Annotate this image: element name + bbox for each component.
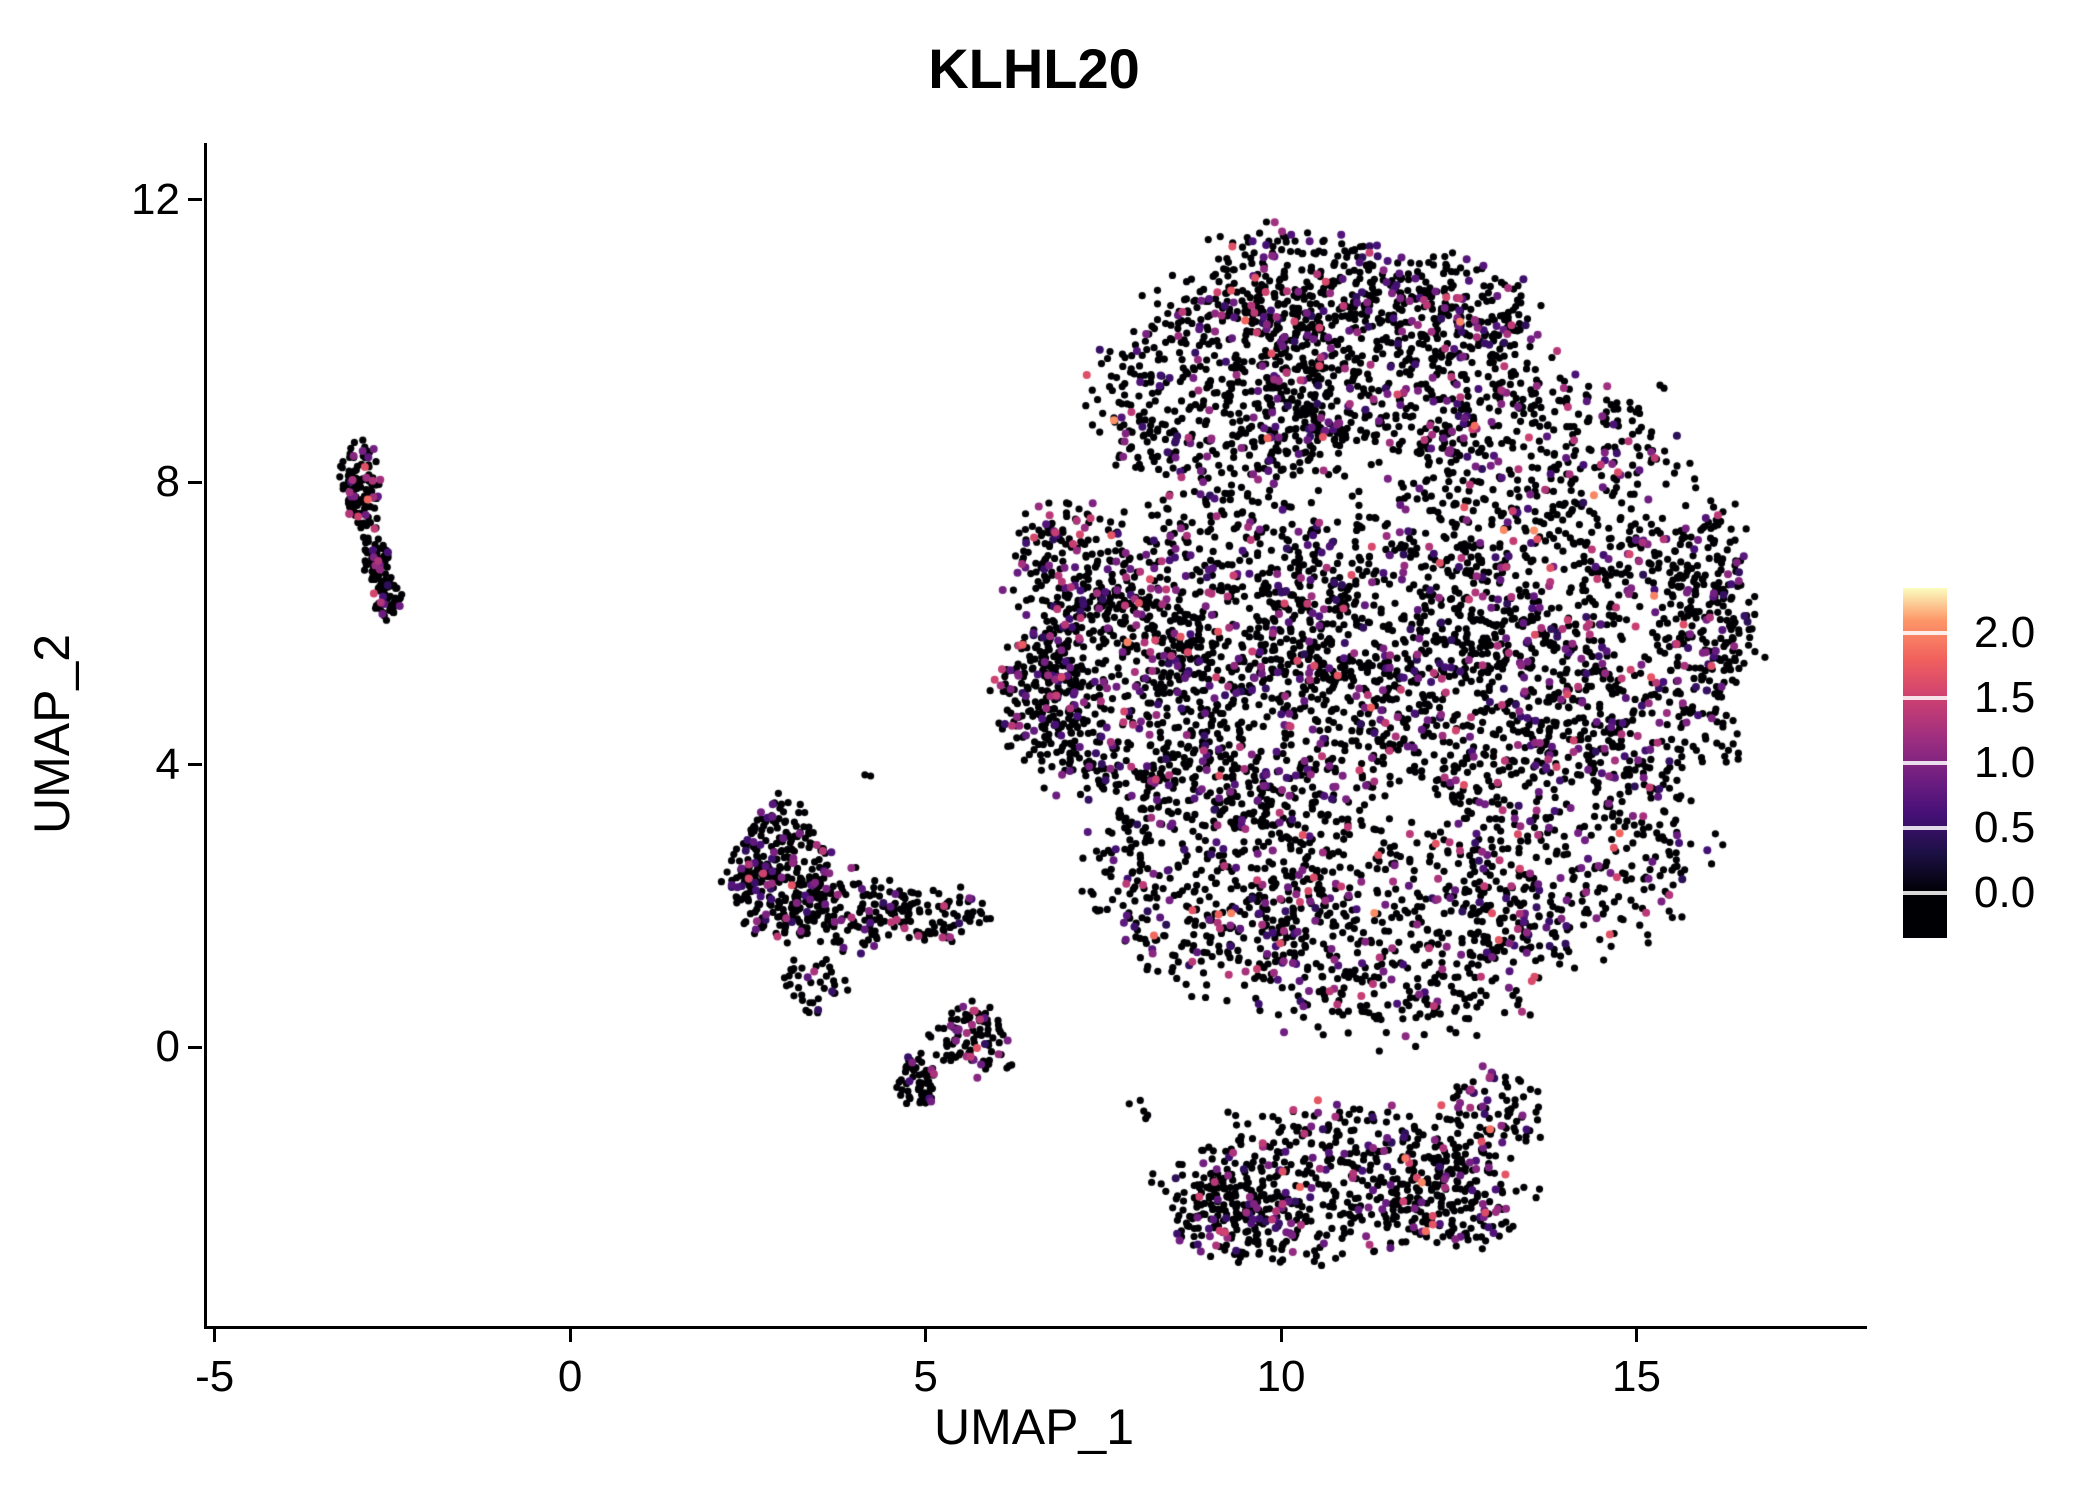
colorbar-tick [1903, 696, 1947, 701]
x-tick-label: 0 [557, 1352, 583, 1401]
x-tick-label: 10 [1256, 1352, 1306, 1401]
colorbar-label: 1.0 [1974, 738, 2036, 787]
plot-panel [204, 143, 1867, 1329]
colorbar-tick [1903, 890, 1947, 895]
colorbar-label: 0.5 [1974, 802, 2036, 852]
colorbar-tick [1903, 825, 1947, 830]
x-axis-label: UMAP_1 [933, 1399, 1135, 1455]
plot-title: KLHL20 [928, 37, 1140, 100]
x-tick [568, 1328, 572, 1342]
scatter-canvas [207, 143, 1867, 1326]
x-tick-label: 5 [913, 1352, 938, 1401]
y-tick-label: 8 [155, 457, 180, 506]
colorbar-tick [1903, 631, 1947, 636]
x-tick-label: -5 [195, 1352, 235, 1401]
colorbar-label: 0.0 [1974, 867, 2036, 917]
colorbar-label: 2.0 [1974, 608, 2036, 658]
x-tick [1279, 1328, 1283, 1342]
x-tick [213, 1328, 217, 1342]
y-tick [188, 763, 202, 767]
x-tick-label: 15 [1612, 1352, 1661, 1401]
colorbar-tick [1903, 761, 1947, 765]
y-tick [188, 1045, 202, 1049]
y-tick-label: 12 [131, 174, 180, 224]
y-axis-label: UMAP_2 [24, 633, 80, 835]
y-tick [188, 480, 202, 484]
y-tick [188, 198, 202, 201]
colorbar-label: 1.5 [1974, 673, 2036, 723]
x-tick [924, 1328, 928, 1342]
x-tick [1635, 1328, 1638, 1342]
y-tick-label: 0 [155, 1022, 180, 1072]
y-tick-label: 4 [155, 739, 180, 789]
